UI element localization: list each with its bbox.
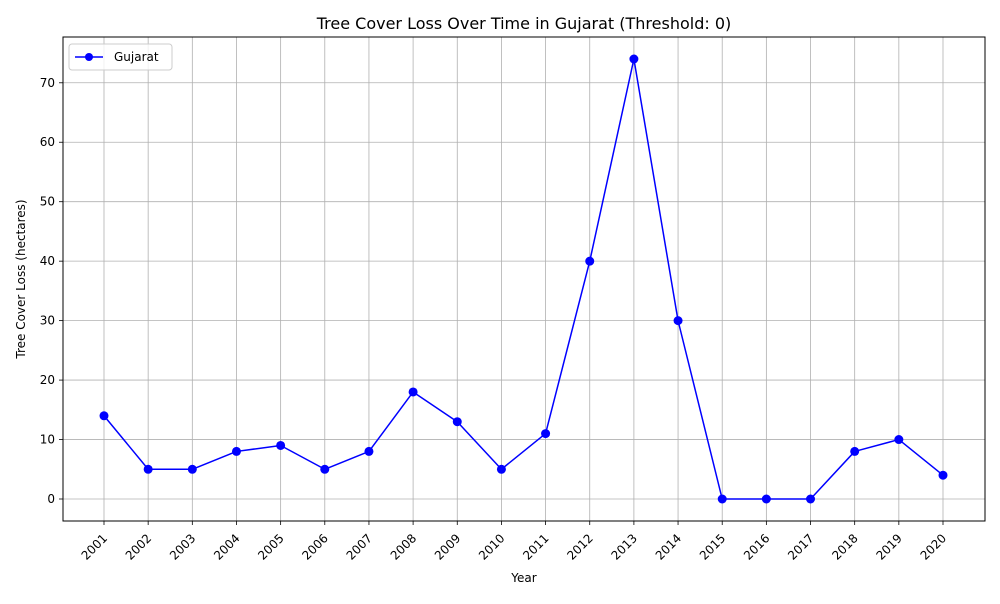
data-point xyxy=(231,446,241,456)
data-point xyxy=(585,256,595,266)
data-point xyxy=(276,440,286,450)
data-point xyxy=(761,494,771,504)
data-point xyxy=(717,494,727,504)
plot-frame xyxy=(62,36,986,522)
data-point xyxy=(938,470,948,480)
legend: Gujarat xyxy=(68,43,173,71)
data-point xyxy=(408,387,418,397)
series-layer xyxy=(99,54,948,504)
data-point xyxy=(850,446,860,456)
y-tick-label: 70 xyxy=(40,76,55,90)
data-point xyxy=(673,316,683,326)
data-point xyxy=(629,54,639,64)
y-axis-label: Tree Cover Loss (hectares) xyxy=(14,199,28,359)
y-tick-label: 40 xyxy=(40,254,55,268)
data-point xyxy=(364,446,374,456)
data-point xyxy=(496,464,506,474)
data-point xyxy=(187,464,197,474)
data-point xyxy=(541,429,551,439)
chart-title: Tree Cover Loss Over Time in Gujarat (Th… xyxy=(316,14,732,33)
y-tick-label: 30 xyxy=(40,314,55,328)
data-point xyxy=(320,464,330,474)
data-point xyxy=(806,494,816,504)
y-tick-label: 0 xyxy=(47,492,55,506)
grid-layer xyxy=(63,37,985,521)
legend-marker xyxy=(85,53,93,61)
y-tick-label: 60 xyxy=(40,135,55,149)
y-tick-label: 50 xyxy=(40,195,55,209)
y-tick-label: 20 xyxy=(40,373,55,387)
series-line-gujarat xyxy=(103,58,944,500)
data-point xyxy=(452,417,462,427)
x-axis-label: Year xyxy=(510,571,536,585)
data-point xyxy=(143,464,153,474)
legend-label: Gujarat xyxy=(114,50,159,64)
data-point xyxy=(894,435,904,445)
legend-box xyxy=(68,43,173,71)
y-tick-label: 10 xyxy=(40,433,55,447)
data-point xyxy=(99,411,109,421)
